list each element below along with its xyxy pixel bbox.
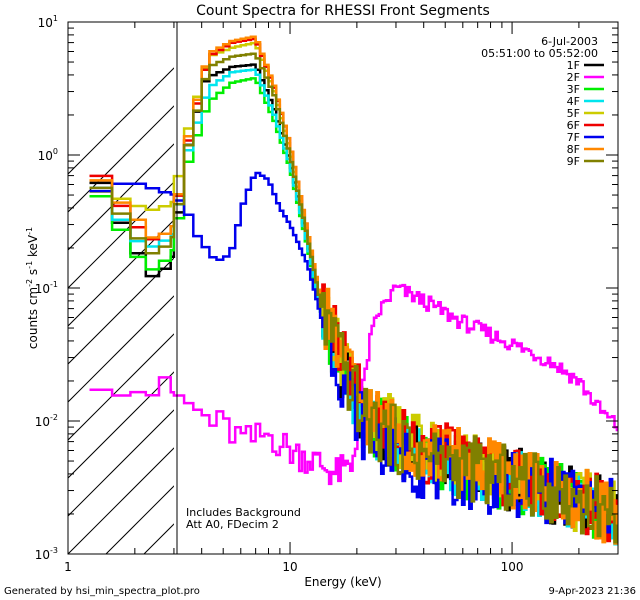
svg-text:counts cm-2 s-1 keV-1: counts cm-2 s-1 keV-1 bbox=[25, 227, 40, 349]
ylabel-exp3: -1 bbox=[25, 227, 34, 235]
hatch-line bbox=[68, 447, 174, 554]
legend-label-5F: 5F bbox=[567, 107, 580, 120]
annotation-background: Includes Background bbox=[186, 506, 301, 519]
series-9F bbox=[89, 52, 618, 544]
y-tick-label: 10-3 bbox=[35, 546, 58, 562]
legend-label-4F: 4F bbox=[567, 95, 580, 108]
y-tick-label: 10-2 bbox=[35, 413, 58, 429]
x-axis-label: Energy (keV) bbox=[304, 575, 381, 589]
legend-label-2F: 2F bbox=[567, 71, 580, 84]
y-tick-label: 10-1 bbox=[35, 280, 58, 296]
time-range-label: 05:51:00 to 05:52:00 bbox=[481, 47, 598, 60]
series-layer bbox=[89, 35, 618, 546]
x-tick-label: 1 bbox=[64, 560, 72, 574]
hatch-line bbox=[68, 105, 174, 213]
footer-generated-by: Generated by hsi_min_spectra_plot.pro bbox=[4, 586, 200, 597]
series-2F bbox=[89, 283, 618, 486]
ylabel-mid1: s bbox=[26, 269, 40, 279]
hatch-line bbox=[68, 257, 174, 365]
legend-label-6F: 6F bbox=[567, 119, 580, 132]
y-tick-label: 100 bbox=[38, 147, 58, 163]
ylabel-exp1: -2 bbox=[25, 279, 34, 287]
annotation-attenuator: Att A0, FDecim 2 bbox=[186, 518, 279, 531]
ylabel-mid2: keV bbox=[26, 234, 40, 261]
hatch-line bbox=[68, 67, 174, 175]
y-axis-label: counts cm-2 s-1 keV-1 bbox=[25, 227, 40, 349]
legend-label-8F: 8F bbox=[567, 143, 580, 156]
ylabel-exp2: -1 bbox=[25, 261, 34, 269]
legend-label-9F: 9F bbox=[567, 155, 580, 168]
hatch-line bbox=[68, 409, 174, 517]
x-tick-label: 10 bbox=[282, 560, 297, 574]
hatch-line bbox=[68, 371, 174, 479]
hatch-line bbox=[68, 219, 174, 327]
x-tick-label: 100 bbox=[501, 560, 524, 574]
legend-label-3F: 3F bbox=[567, 83, 580, 96]
chart-title: Count Spectra for RHESSI Front Segments bbox=[196, 3, 490, 19]
axes: 1 10 100 101 100 10-1 10-2 10-3 bbox=[35, 14, 619, 574]
legend-label-1F: 1F bbox=[567, 59, 580, 72]
y-tick-label: 101 bbox=[38, 14, 58, 30]
date-label: 6-Jul-2003 bbox=[541, 35, 598, 48]
ylabel-base: counts cm bbox=[26, 287, 40, 349]
footer-timestamp: 9-Apr-2023 21:36 bbox=[549, 586, 636, 597]
hatched-region bbox=[68, 67, 174, 554]
legend-label-7F: 7F bbox=[567, 131, 580, 144]
